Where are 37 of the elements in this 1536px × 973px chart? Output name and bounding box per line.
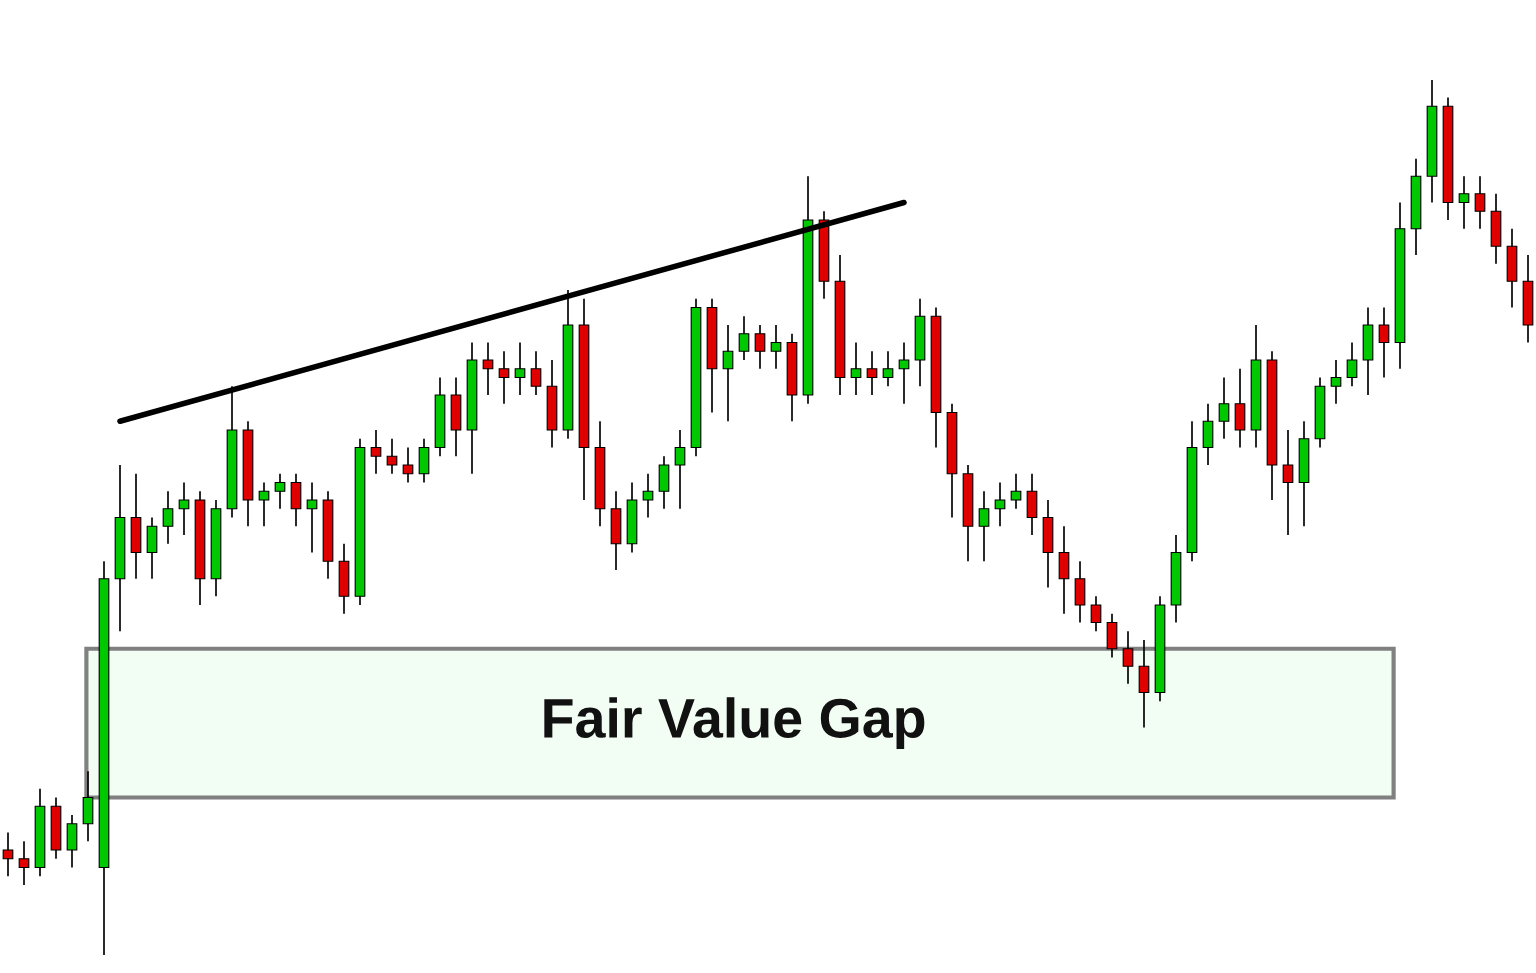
candlestick <box>386 437 398 475</box>
candlestick <box>1458 175 1470 230</box>
candlestick <box>2 831 14 878</box>
candlestick <box>498 350 510 405</box>
candlestick <box>754 324 766 370</box>
candlestick <box>882 350 894 388</box>
candlestick <box>866 350 878 396</box>
candlestick <box>530 350 542 396</box>
candlestick <box>514 341 526 396</box>
candlestick <box>162 490 174 545</box>
candlestick <box>178 481 190 536</box>
candlestick <box>1346 341 1358 388</box>
candlestick <box>898 341 910 405</box>
candlestick <box>1010 472 1022 510</box>
candlestick <box>1122 630 1134 685</box>
candlestick <box>1218 376 1230 440</box>
candlestick <box>738 315 750 361</box>
candlestick <box>1330 359 1342 405</box>
candlestick <box>642 472 654 519</box>
candlestick <box>978 490 990 563</box>
candlestick <box>1282 429 1294 536</box>
candlestick <box>1474 175 1486 230</box>
band-label: Fair Value Gap <box>544 697 925 750</box>
candlestick <box>1378 306 1390 379</box>
candlestick <box>370 429 382 475</box>
candlestick <box>402 446 414 484</box>
candlestick <box>306 481 318 554</box>
candlestick <box>1090 595 1102 633</box>
candlestick <box>994 481 1006 528</box>
candlestick <box>770 324 782 370</box>
candlestick <box>722 324 734 423</box>
candlestick <box>18 840 30 886</box>
candlestick <box>850 341 862 396</box>
candlestick <box>258 481 270 528</box>
candlestick <box>274 472 286 510</box>
candlestick <box>674 429 686 510</box>
candlestick <box>482 341 494 396</box>
